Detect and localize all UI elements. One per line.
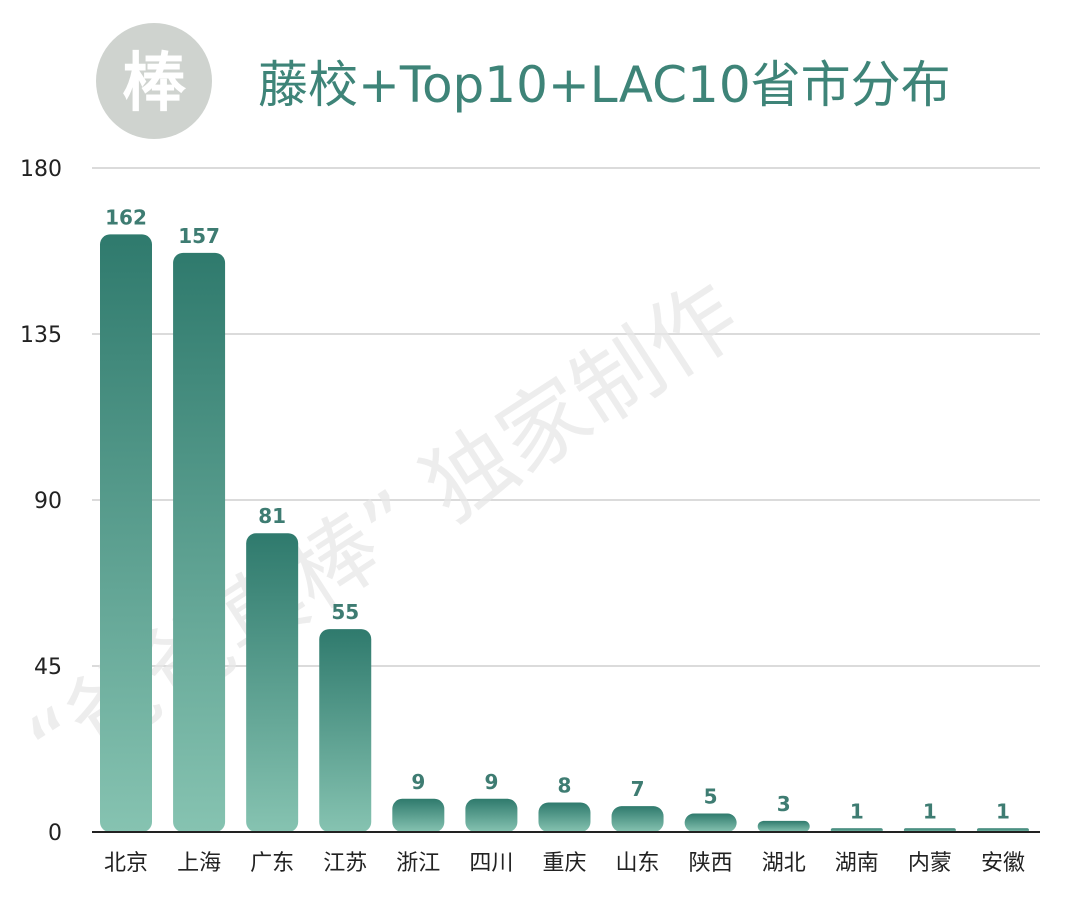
y-axis-ticks: 0 45 90 135 180 <box>20 157 62 846</box>
x-tick-label: 湖北 <box>762 851 806 876</box>
bar-重庆 <box>538 802 591 832</box>
x-tick-label: 北京 <box>104 851 148 876</box>
data-label: 55 <box>331 600 359 624</box>
bars <box>100 234 1029 832</box>
x-tick-label: 浙江 <box>396 851 440 876</box>
data-label: 1 <box>850 799 864 823</box>
x-tick-label: 上海 <box>177 851 221 876</box>
y-tick-label: 180 <box>20 157 62 182</box>
data-label: 9 <box>484 770 498 794</box>
data-label: 8 <box>558 773 572 797</box>
logo: 棒 <box>96 23 212 139</box>
x-tick-label: 湖南 <box>835 851 879 876</box>
logo-glyph: 棒 <box>122 47 187 121</box>
x-tick-label: 四川 <box>469 851 513 876</box>
bar-广东 <box>246 533 299 832</box>
x-tick-label: 安徽 <box>981 851 1025 876</box>
bar-北京 <box>100 234 152 832</box>
data-label: 1 <box>923 799 937 823</box>
data-labels: 162 157 81 55 9 9 8 7 5 3 1 1 1 <box>105 205 1010 823</box>
x-tick-label: 山东 <box>616 851 660 876</box>
y-tick-label: 135 <box>20 323 62 348</box>
y-tick-label: 0 <box>48 821 62 846</box>
x-tick-label: 重庆 <box>542 851 586 876</box>
logo-circle <box>96 23 212 139</box>
bar-四川 <box>465 798 518 832</box>
bar-陕西 <box>684 813 737 832</box>
x-tick-label: 江苏 <box>323 851 367 876</box>
data-label: 9 <box>411 770 425 794</box>
data-label: 1 <box>996 799 1010 823</box>
chart-title: 藤校+Top10+LAC10省市分布 <box>258 56 951 114</box>
y-tick-label: 90 <box>34 489 62 514</box>
bar-浙江 <box>392 798 445 832</box>
data-label: 7 <box>631 777 645 801</box>
x-axis-labels: 北京 上海 广东 江苏 浙江 四川 重庆 山东 陕西 湖北 湖南 内蒙 安徽 <box>104 851 1025 876</box>
data-label: 81 <box>258 504 286 528</box>
data-label: 157 <box>178 224 220 248</box>
x-tick-label: 内蒙 <box>908 851 952 876</box>
bar-山东 <box>611 806 664 832</box>
y-tick-label: 45 <box>34 655 62 680</box>
data-label: 3 <box>777 792 791 816</box>
x-tick-label: 广东 <box>250 851 294 876</box>
data-label: 162 <box>105 205 147 229</box>
bar-湖北 <box>757 820 810 832</box>
bar-上海 <box>173 252 226 832</box>
data-label: 5 <box>704 785 718 809</box>
bar-江苏 <box>319 629 372 832</box>
x-tick-label: 陕西 <box>689 851 733 876</box>
